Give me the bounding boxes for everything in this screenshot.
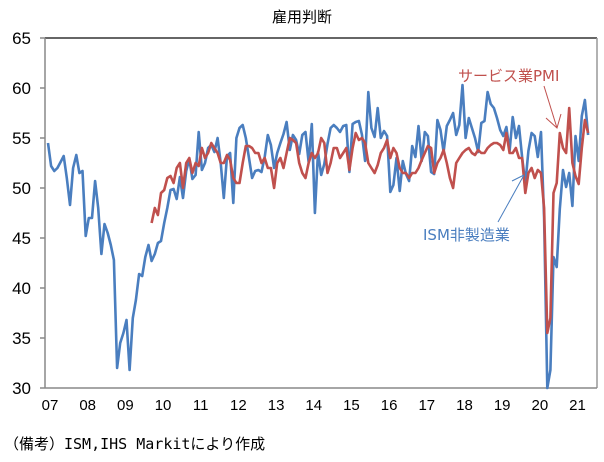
y-tick-label: 45 bbox=[12, 229, 31, 248]
y-tick-label: 50 bbox=[12, 179, 31, 198]
ism-arrow-head bbox=[511, 174, 525, 182]
x-tick-label: 08 bbox=[79, 397, 96, 414]
x-tick-label: 13 bbox=[268, 397, 285, 414]
y-tick-label: 55 bbox=[12, 129, 31, 148]
x-tick-label: 16 bbox=[381, 397, 398, 414]
x-tick-label: 12 bbox=[230, 397, 247, 414]
pmi-series-line bbox=[150, 106, 590, 335]
x-tick-label: 07 bbox=[42, 397, 59, 414]
x-tick-label: 20 bbox=[531, 397, 548, 414]
x-tick-label: 10 bbox=[155, 397, 172, 414]
x-tick-label: 18 bbox=[456, 397, 473, 414]
y-tick-label: 40 bbox=[12, 279, 31, 298]
x-tick-label: 19 bbox=[494, 397, 511, 414]
x-tick-label: 21 bbox=[569, 397, 586, 414]
ism-series-label: ISM非製造業 bbox=[423, 226, 510, 244]
ism-label-arrow bbox=[497, 174, 525, 223]
y-tick-label: 60 bbox=[12, 79, 31, 98]
x-tick-label: 09 bbox=[117, 397, 134, 414]
pmi-label-arrow bbox=[543, 85, 558, 129]
y-tick-label: 65 bbox=[12, 29, 31, 48]
y-tick-label: 35 bbox=[12, 329, 31, 348]
chart-title: 雇用判断 bbox=[271, 8, 332, 26]
source-note: （備考）ISM,IHS Markitにより作成 bbox=[4, 435, 266, 453]
x-tick-label: 15 bbox=[343, 397, 360, 414]
x-tick-label: 14 bbox=[305, 397, 322, 414]
pmi-series-label: サービス業PMI bbox=[458, 67, 559, 85]
x-tick-label: 11 bbox=[193, 397, 209, 414]
x-tick-label: 17 bbox=[418, 397, 435, 414]
pmi-arrow-head bbox=[545, 113, 562, 129]
y-tick-label: 30 bbox=[12, 379, 31, 398]
